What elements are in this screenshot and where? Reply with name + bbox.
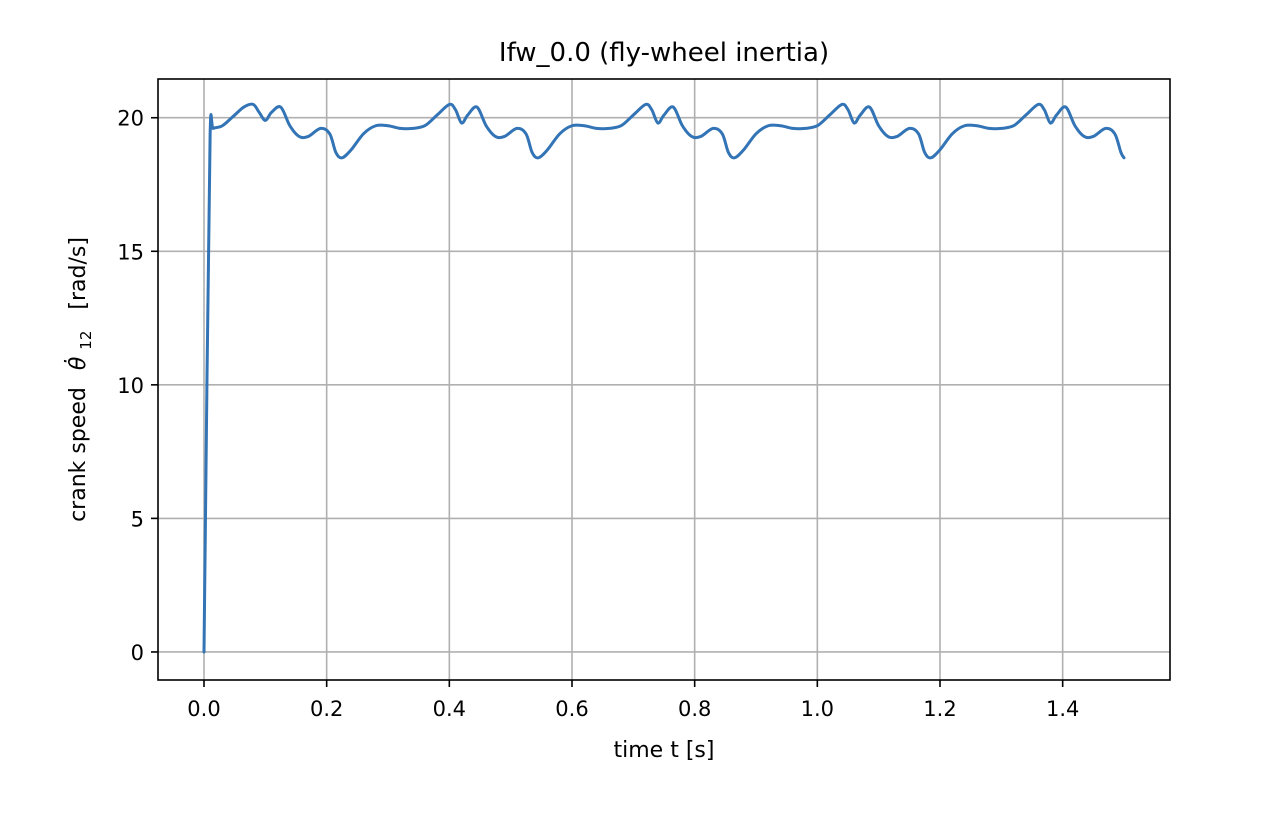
x-tick-label: 1.0: [801, 697, 834, 721]
x-tick-label: 1.4: [1046, 697, 1079, 721]
ticks: 0.0 0.2 0.4 0.6 0.8 1.0 1.2 1.4 0 5 10 15 20: [117, 107, 1079, 721]
y-tick-label: 15: [117, 240, 144, 264]
chart-title: Ifw_0.0 (fly-wheel inertia): [499, 38, 829, 68]
y-tick-label: 0: [131, 641, 144, 665]
x-tick-label: 1.2: [923, 697, 956, 721]
y-axis-label: crank speed θ̇ 12 [rad/s]: [64, 237, 97, 522]
y-axis-label-symbol: θ̇: [64, 356, 91, 370]
plot-frame: [157, 78, 1171, 681]
y-axis-label-subscript: 12: [77, 331, 95, 350]
x-tick-label: 0.0: [187, 697, 220, 721]
y-tick-label: 5: [131, 507, 144, 531]
crank-speed-line: [202, 102, 1126, 654]
x-tick-label: 0.6: [555, 697, 588, 721]
y-tick-label: 10: [117, 374, 144, 398]
series-layer: [202, 102, 1126, 654]
x-axis-label: time t [s]: [614, 738, 715, 763]
grid: [158, 79, 1170, 680]
y-axis-label-unit: [rad/s]: [66, 237, 91, 310]
y-tick-label: 20: [117, 107, 144, 131]
x-tick-label: 0.4: [433, 697, 466, 721]
y-axis-label-prefix: crank speed: [66, 387, 91, 522]
x-tick-label: 0.8: [678, 697, 711, 721]
x-tick-label: 0.2: [310, 697, 343, 721]
